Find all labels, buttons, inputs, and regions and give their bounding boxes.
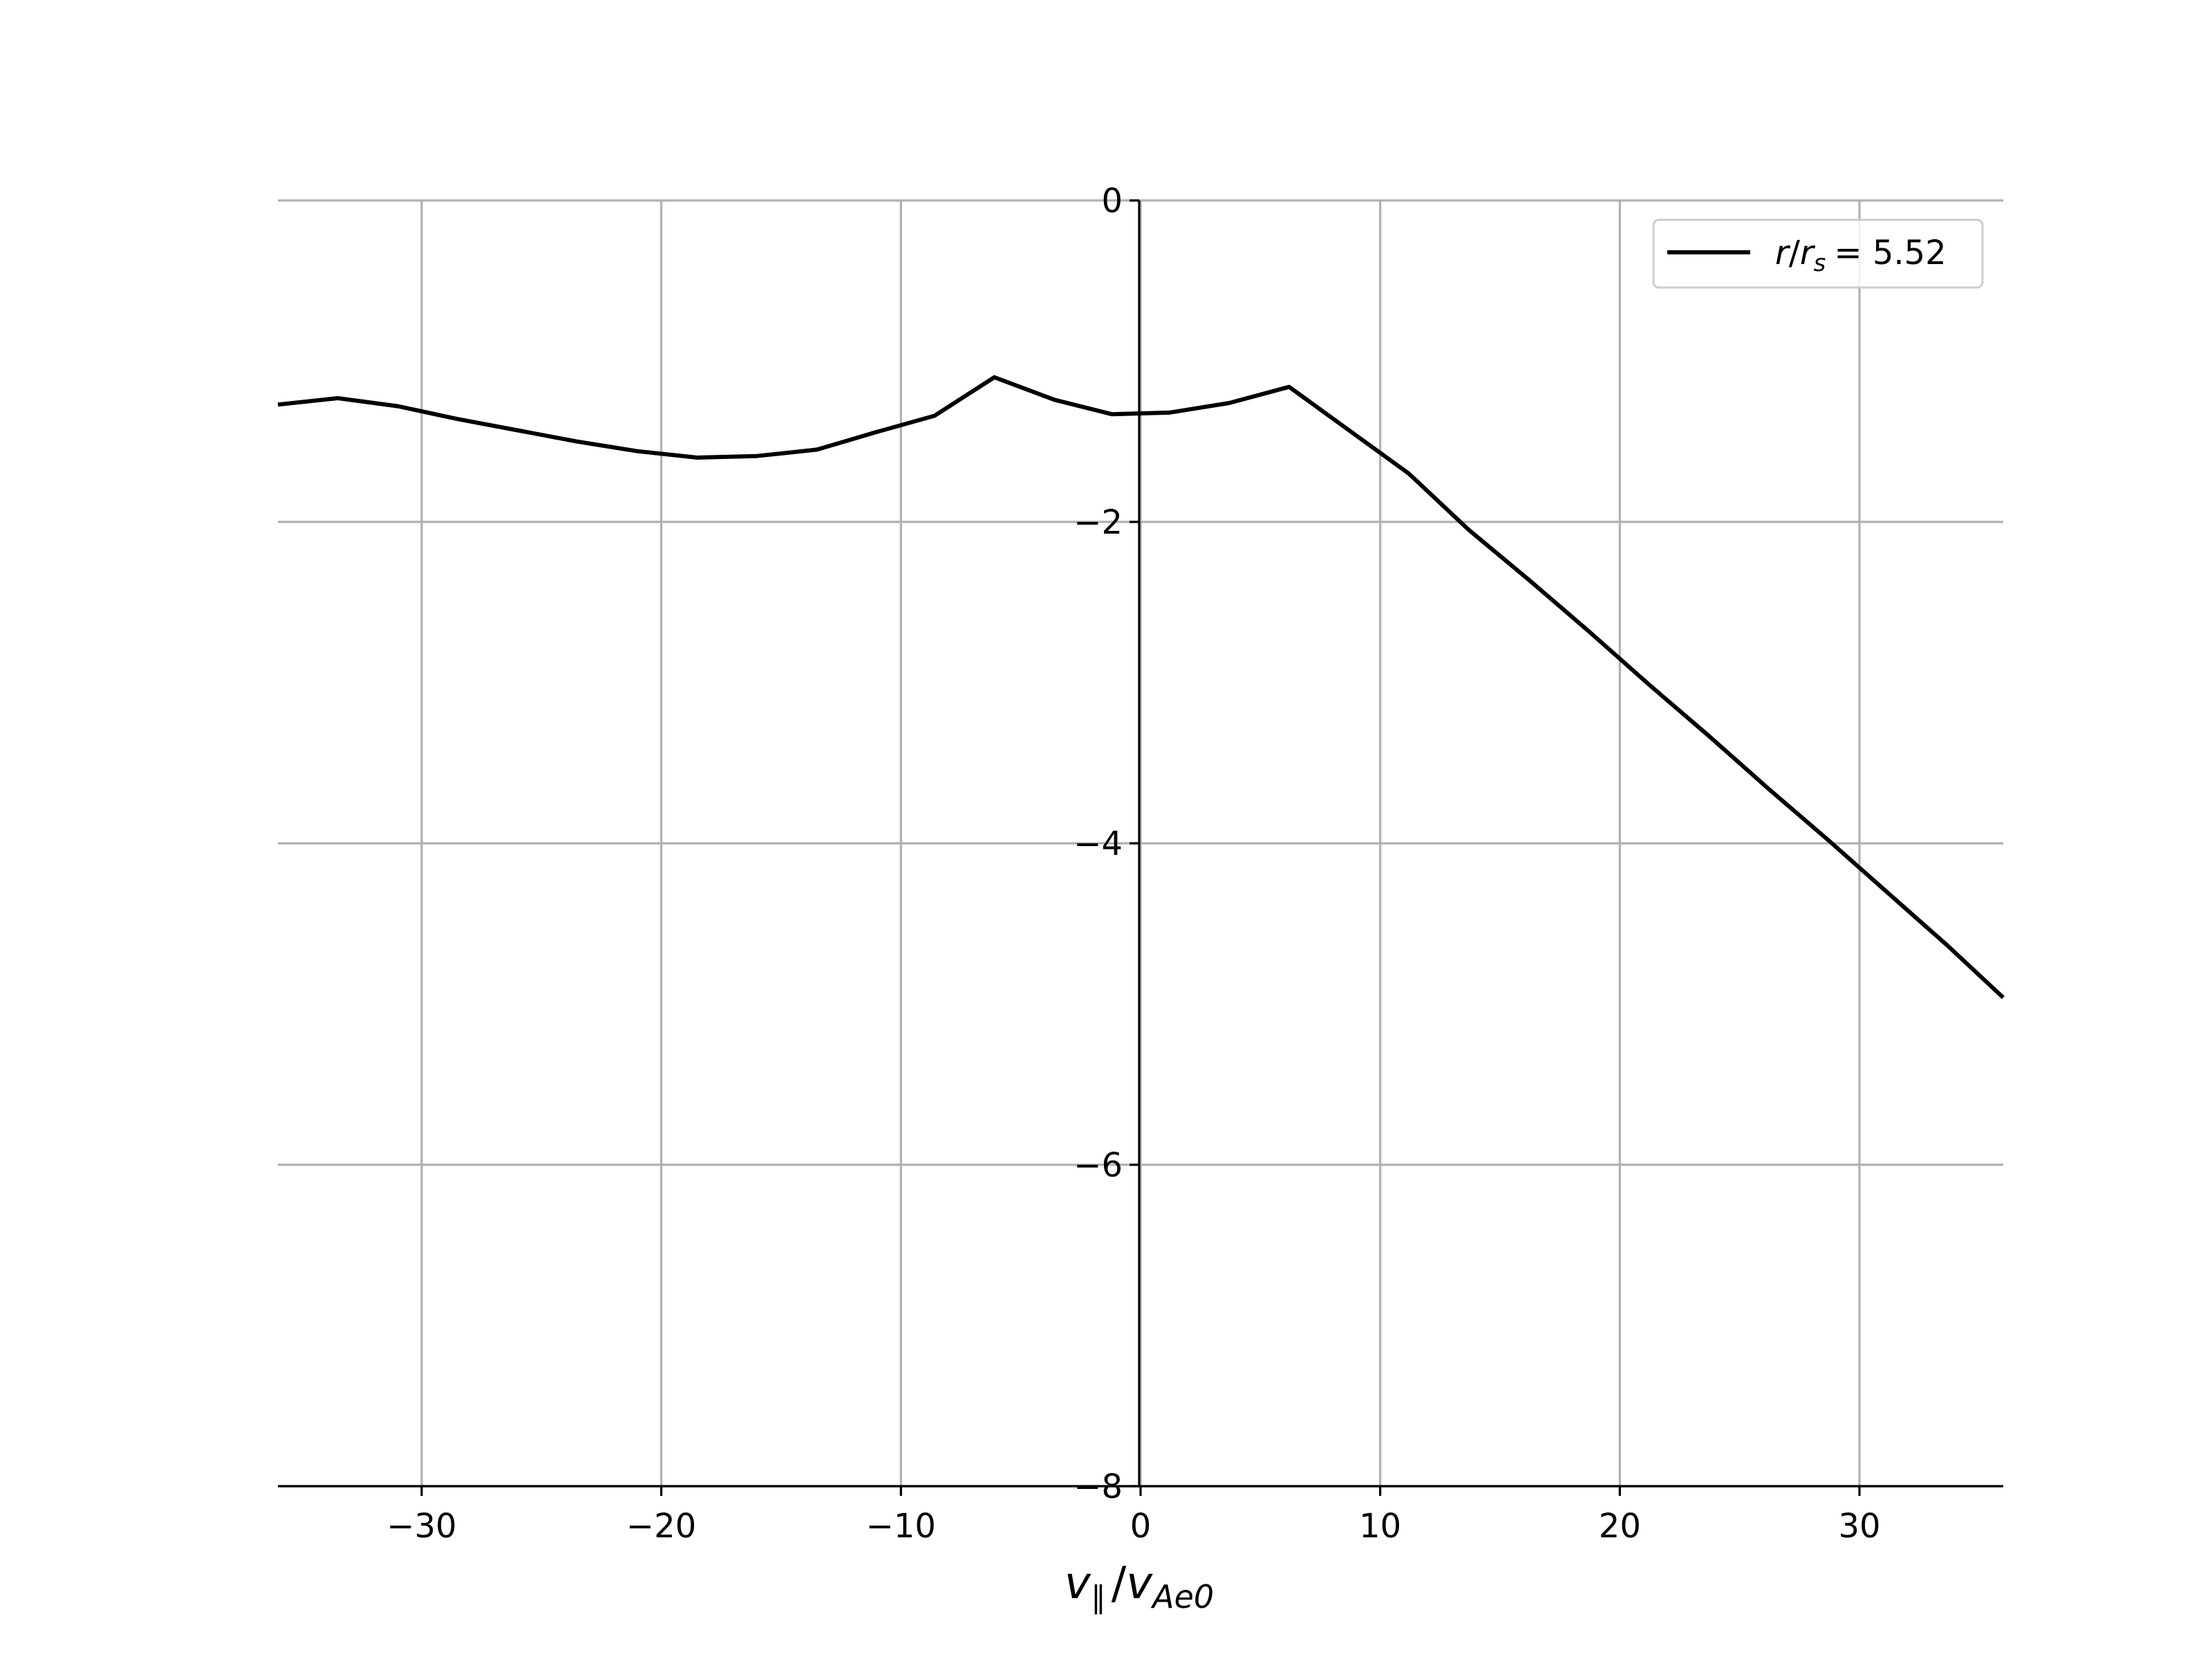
y-tick-label: 0 — [1101, 182, 1123, 221]
x-tick-label: 20 — [1599, 1507, 1641, 1546]
x-tick-label: 30 — [1838, 1507, 1880, 1546]
y-tick-label: −2 — [1074, 503, 1123, 542]
y-tick-label: −8 — [1074, 1468, 1123, 1506]
y-tick-label: −6 — [1074, 1146, 1123, 1185]
x-tick-label: −20 — [626, 1507, 696, 1546]
x-axis-label: v∥/vAe0 — [1065, 1558, 1214, 1615]
x-tick-label: 0 — [1130, 1507, 1152, 1546]
legend-label: r/rs = 5.52 — [1775, 234, 1947, 277]
series-line-r-rs-5-52 — [277, 375, 2005, 1000]
legend-frame — [1652, 218, 1984, 289]
x-tick-label: −10 — [866, 1507, 936, 1546]
y-tick-label: −4 — [1074, 825, 1123, 863]
grid-lines — [278, 199, 2003, 1488]
series-layer — [277, 375, 2005, 1000]
y-ticks: 0 −2 −4 −6 −8 — [1074, 182, 1139, 1506]
x-ticks: −30 −20 −10 0 10 20 30 — [386, 1486, 1881, 1546]
x-tick-label: 10 — [1359, 1507, 1401, 1546]
x-tick-label: −30 — [386, 1507, 456, 1546]
legend: r/rs = 5.52 — [1652, 218, 1984, 289]
